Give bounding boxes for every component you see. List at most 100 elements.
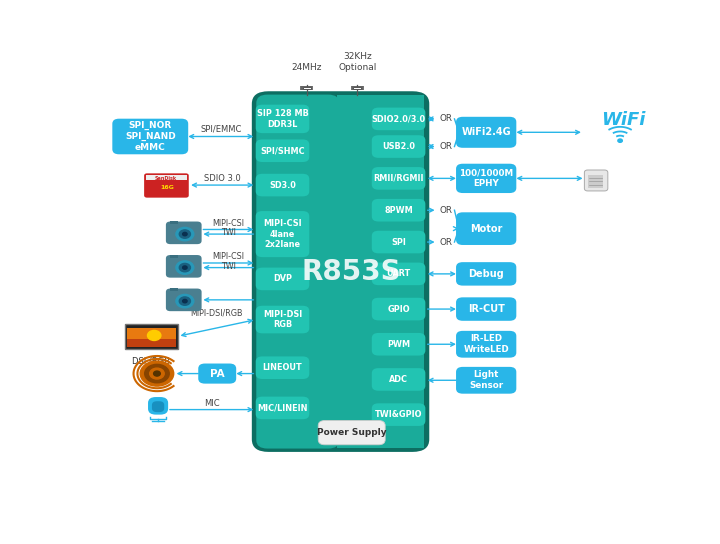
Text: Light
Sensor: Light Sensor [469, 370, 503, 390]
Text: TWI&GPIO: TWI&GPIO [375, 410, 423, 419]
FancyBboxPatch shape [456, 262, 516, 286]
Text: OR: OR [439, 206, 452, 215]
FancyBboxPatch shape [372, 298, 426, 320]
Bar [170, 255, 178, 258]
Text: Power Supply: Power Supply [317, 428, 387, 437]
Text: DSI /RGB
&ctp: DSI /RGB &ctp [132, 356, 171, 376]
Text: 24MHz: 24MHz [292, 63, 322, 72]
Text: OR: OR [439, 142, 452, 151]
Text: TWI: TWI [221, 228, 236, 237]
FancyBboxPatch shape [318, 421, 385, 445]
FancyBboxPatch shape [372, 368, 426, 391]
Text: OR: OR [439, 238, 452, 246]
Text: SDIO 3.0: SDIO 3.0 [204, 174, 240, 183]
Text: MIC: MIC [204, 399, 220, 407]
Bar [145, 175, 187, 180]
Text: LINEOUT: LINEOUT [263, 363, 302, 372]
FancyBboxPatch shape [585, 170, 608, 191]
FancyBboxPatch shape [256, 397, 310, 419]
Text: Motor: Motor [470, 224, 503, 233]
Text: SPI_NOR
SPI_NAND
eMMC: SPI_NOR SPI_NAND eMMC [125, 121, 176, 152]
FancyBboxPatch shape [256, 174, 310, 196]
Text: SPI/EMMC: SPI/EMMC [200, 124, 241, 133]
FancyBboxPatch shape [456, 117, 516, 148]
Text: 32KHz
Optional: 32KHz Optional [338, 52, 377, 72]
Circle shape [183, 266, 187, 269]
FancyBboxPatch shape [456, 331, 516, 357]
FancyBboxPatch shape [372, 135, 426, 158]
Text: PWM: PWM [387, 340, 410, 349]
FancyBboxPatch shape [456, 298, 516, 321]
Text: MIC/LINEIN: MIC/LINEIN [257, 404, 307, 412]
Text: Debug: Debug [468, 269, 504, 279]
Text: R853S: R853S [302, 257, 402, 286]
FancyBboxPatch shape [456, 212, 516, 245]
FancyBboxPatch shape [372, 199, 426, 221]
FancyBboxPatch shape [337, 95, 423, 448]
Text: MIPI-CSI: MIPI-CSI [212, 219, 244, 228]
Text: RMII/RGMII: RMII/RGMII [374, 174, 424, 183]
Text: SPI: SPI [391, 238, 406, 246]
Text: GPIO: GPIO [387, 305, 410, 313]
FancyBboxPatch shape [372, 231, 426, 254]
FancyBboxPatch shape [588, 176, 603, 188]
FancyBboxPatch shape [198, 363, 236, 384]
Text: 8PWM: 8PWM [384, 206, 413, 215]
FancyBboxPatch shape [256, 104, 310, 133]
FancyBboxPatch shape [256, 356, 310, 379]
Text: ADC: ADC [389, 375, 408, 384]
Text: OR: OR [439, 114, 452, 123]
FancyBboxPatch shape [256, 268, 310, 290]
FancyBboxPatch shape [152, 401, 164, 412]
Text: DVP: DVP [273, 274, 292, 283]
Text: IR-CUT: IR-CUT [468, 304, 505, 314]
Bar [354, 86, 361, 89]
FancyBboxPatch shape [456, 367, 516, 394]
FancyBboxPatch shape [256, 306, 310, 333]
FancyBboxPatch shape [372, 108, 426, 130]
Circle shape [179, 263, 191, 272]
Circle shape [148, 330, 161, 341]
Text: MIPI-CSI
4lane
2x2lane: MIPI-CSI 4lane 2x2lane [264, 219, 302, 249]
Circle shape [183, 232, 187, 236]
Text: TWI: TWI [221, 262, 236, 271]
Text: 100/1000M
EPHY: 100/1000M EPHY [459, 169, 513, 188]
FancyBboxPatch shape [125, 324, 178, 349]
Text: PA: PA [210, 369, 225, 379]
Text: WiFi2.4G: WiFi2.4G [462, 127, 511, 137]
FancyBboxPatch shape [166, 221, 202, 244]
Circle shape [618, 139, 622, 143]
Text: MIPI-CSI: MIPI-CSI [212, 252, 244, 261]
Circle shape [176, 261, 194, 274]
FancyBboxPatch shape [166, 288, 202, 311]
Circle shape [176, 294, 194, 308]
Text: USB2.0: USB2.0 [382, 142, 415, 151]
Bar [170, 221, 178, 225]
Bar [170, 288, 178, 292]
Text: SD3.0: SD3.0 [269, 181, 296, 189]
FancyBboxPatch shape [456, 164, 516, 193]
Circle shape [183, 299, 187, 303]
Circle shape [153, 371, 161, 376]
FancyBboxPatch shape [144, 174, 189, 197]
Circle shape [140, 361, 174, 386]
FancyBboxPatch shape [372, 167, 426, 190]
FancyBboxPatch shape [256, 95, 339, 449]
Text: SIP 128 MB
DDR3L: SIP 128 MB DDR3L [256, 109, 308, 129]
Circle shape [176, 227, 194, 241]
FancyBboxPatch shape [252, 91, 429, 452]
FancyBboxPatch shape [372, 333, 426, 356]
FancyBboxPatch shape [148, 397, 168, 415]
FancyBboxPatch shape [256, 139, 310, 162]
Text: WiFi: WiFi [600, 111, 645, 129]
FancyBboxPatch shape [372, 403, 426, 426]
Text: UART: UART [387, 269, 410, 279]
FancyBboxPatch shape [372, 263, 426, 285]
FancyBboxPatch shape [256, 211, 310, 257]
FancyBboxPatch shape [166, 255, 202, 277]
Circle shape [145, 364, 169, 383]
Circle shape [179, 230, 191, 238]
Circle shape [179, 297, 191, 305]
Bar [127, 339, 176, 347]
Text: MIPI-DSI
RGB: MIPI-DSI RGB [263, 310, 302, 330]
